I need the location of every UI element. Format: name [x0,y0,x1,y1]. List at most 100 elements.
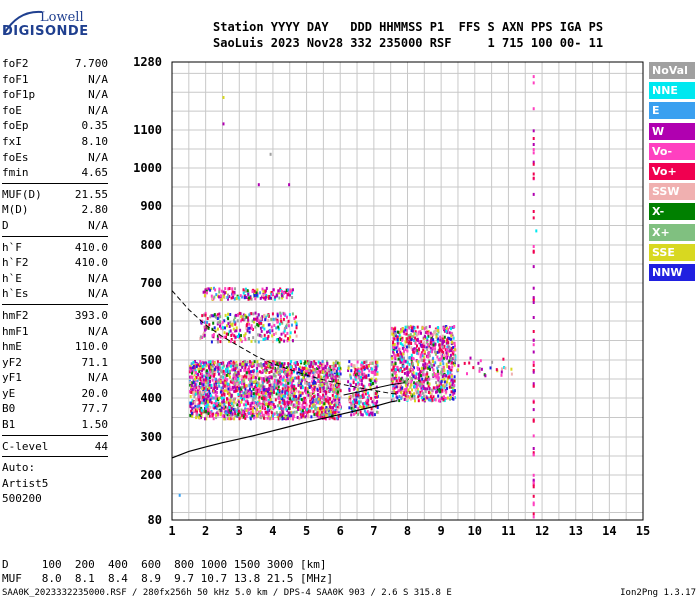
echo-dot [301,366,304,370]
echo-dot [365,399,368,403]
echo-dot [195,365,198,369]
echo-dot [208,414,211,418]
echo-dot [213,286,215,290]
echo-dot [445,325,448,328]
echo-dot [200,406,203,410]
param-row: fmin 4.65 [2,165,108,181]
echo-dot [288,387,291,391]
echo-dot [393,352,396,356]
echo-dot [201,314,204,318]
echo-dot [322,367,325,371]
echo-dot [532,338,535,342]
echo-dot [313,360,316,364]
echo-dot [251,401,254,405]
echo-dot [247,292,250,296]
echo-dot [352,408,355,411]
echo-dot [273,405,275,409]
echo-dot [287,391,290,395]
echo-dot [426,372,429,376]
echo-dot [307,413,309,417]
echo-dot [232,368,235,372]
echo-dot [424,394,427,398]
echo-dot [425,374,428,378]
echo-dot [427,366,430,370]
echo-dot [440,352,443,356]
echo-dot [318,395,321,399]
echo-dot [396,396,399,400]
echo-dot [248,322,251,326]
echo-dot [336,372,339,376]
echo-dot [242,291,245,295]
echo-dot [285,384,288,388]
echo-dot [194,360,196,363]
echo-dot [300,379,303,383]
echo-dot [287,386,290,390]
extraordinary-trace [343,382,405,396]
echo-dot [221,400,224,404]
echo-dot [220,289,223,293]
echo-dot [248,375,251,379]
echo-dot [510,367,513,371]
echo-dot [257,402,259,406]
echo-dot [201,372,204,376]
echo-dot [392,387,395,391]
echo-dot [401,329,404,333]
echo-dot [436,355,439,359]
y-tick-label: 500 [140,353,162,367]
echo-dot [256,360,259,364]
echo-dot [284,392,287,396]
echo-dot [307,362,310,365]
echo-dot [408,345,410,349]
echo-dot [435,335,438,339]
echo-dot [355,398,358,402]
echo-dot [227,401,230,405]
echo-dot [225,364,228,368]
echo-dot [250,382,253,386]
echo-dot [211,334,214,338]
echo-dot [322,404,325,408]
echo-dot [420,386,423,390]
echo-dot [202,361,205,365]
echo-dot [337,390,339,394]
echo-dot [206,414,209,417]
echo-dot [272,292,274,296]
echo-dot [309,371,312,375]
echo-dot [412,368,414,372]
echo-dot [312,396,314,400]
plot-frame [171,61,644,521]
echo-dot [302,376,305,380]
echo-dot [329,401,332,405]
echo-dot [273,383,276,387]
echo-dot [405,390,408,394]
echo-dot [288,183,291,187]
echo-dot [211,368,214,372]
echo-dot [232,380,235,384]
echo-dot [280,392,283,396]
echo-dot [286,366,289,370]
echo-dot [228,339,231,343]
echo-dot [223,319,226,323]
echo-dot [286,389,289,393]
echo-dot [245,326,248,330]
echo-dot [419,358,422,362]
echo-dot [424,390,427,394]
echo-dot [301,391,304,395]
echo-dot [357,384,359,388]
param-separator [2,235,108,237]
echo-dot [297,390,300,394]
echo-dot [190,411,193,415]
echo-dot [202,367,205,371]
echo-dot [189,369,192,373]
echo-dot [239,328,242,332]
echo-dot [233,340,236,344]
echo-dot [198,398,201,402]
echo-dot [361,387,364,391]
echo-dot [307,393,310,397]
echo-dot [395,377,398,381]
echo-dot [209,398,212,402]
echo-dot [401,338,404,342]
echo-dot [237,313,239,317]
echo-dot [270,391,273,395]
echo-dot [402,352,405,356]
